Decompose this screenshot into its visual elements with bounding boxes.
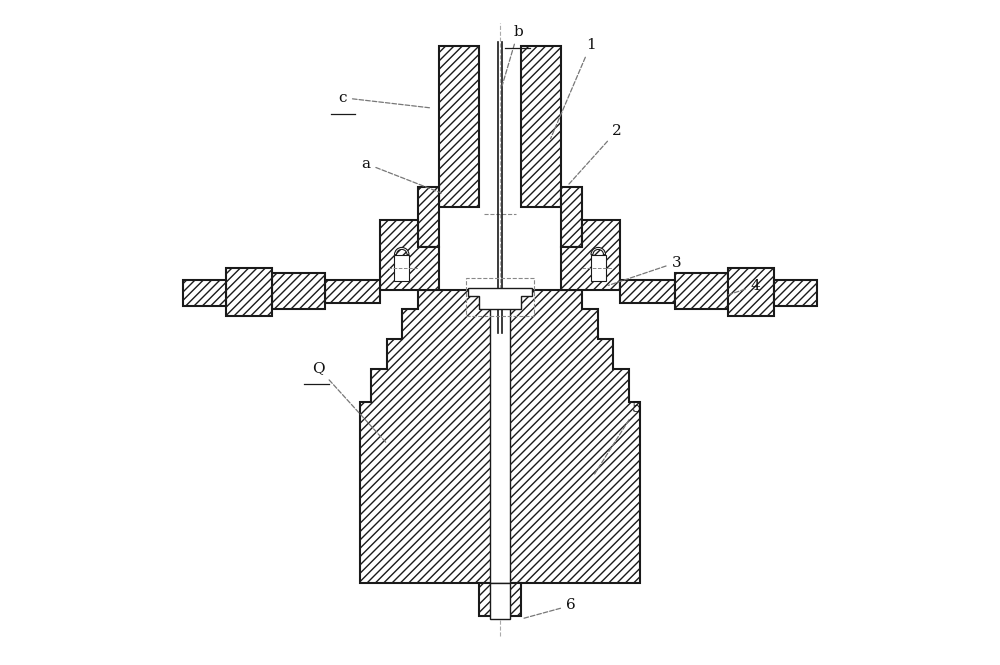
- Polygon shape: [272, 273, 325, 309]
- Text: a: a: [362, 157, 441, 193]
- Polygon shape: [561, 188, 582, 247]
- Text: 6: 6: [522, 598, 576, 618]
- Polygon shape: [439, 46, 479, 207]
- Polygon shape: [490, 290, 510, 583]
- Text: c: c: [338, 90, 431, 108]
- Text: 1: 1: [551, 38, 595, 139]
- Text: 3: 3: [608, 255, 681, 285]
- Polygon shape: [490, 583, 510, 619]
- Text: Q: Q: [312, 361, 386, 442]
- Polygon shape: [591, 255, 606, 281]
- Polygon shape: [479, 583, 521, 616]
- Polygon shape: [226, 268, 272, 316]
- Polygon shape: [728, 268, 774, 316]
- Polygon shape: [620, 280, 675, 303]
- Polygon shape: [325, 280, 380, 303]
- Wedge shape: [591, 247, 606, 255]
- Text: 4: 4: [727, 279, 760, 295]
- Polygon shape: [468, 288, 532, 309]
- Text: b: b: [502, 25, 523, 86]
- Text: 2: 2: [568, 124, 622, 186]
- Polygon shape: [183, 280, 226, 306]
- Polygon shape: [394, 255, 409, 281]
- Polygon shape: [418, 188, 439, 247]
- Wedge shape: [394, 247, 409, 255]
- Polygon shape: [561, 220, 620, 290]
- Polygon shape: [360, 290, 640, 583]
- Text: 5: 5: [594, 400, 642, 475]
- Polygon shape: [774, 280, 817, 306]
- Polygon shape: [675, 273, 728, 309]
- Polygon shape: [380, 220, 439, 290]
- Polygon shape: [521, 46, 561, 207]
